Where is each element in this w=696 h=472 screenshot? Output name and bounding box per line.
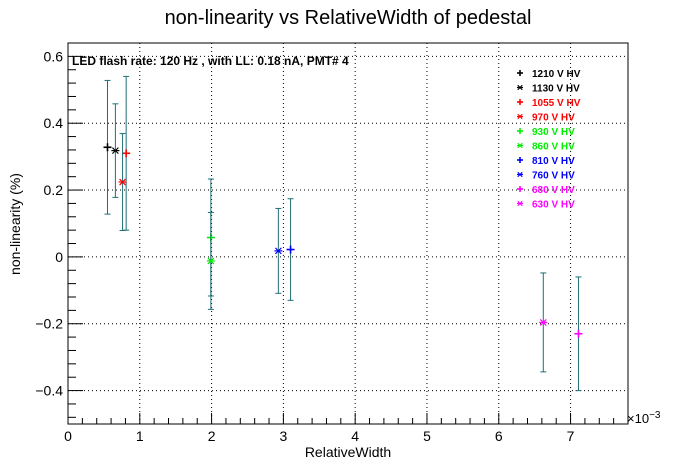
chart-annotation: LED flash rate: 120 Hz , with LL: 0.18 n…: [72, 54, 349, 68]
star-marker-d2: [517, 200, 523, 207]
star-marker-d2: [207, 257, 215, 265]
star-marker-d2: [517, 84, 523, 91]
y-axis-label: non-linearity (%): [7, 173, 23, 275]
data-point: [118, 133, 127, 231]
legend: 1210 V HV 1130 V HV 1055 V HV 970 V HV 930 V…: [517, 69, 581, 211]
star-marker-d2: [539, 318, 547, 326]
legend-label: 1130 V HV: [532, 84, 580, 95]
legend-label: 930 V HV: [532, 127, 575, 138]
x-tick-label: 7: [567, 428, 575, 444]
data-point: [103, 79, 112, 215]
x-tick-label: 1: [136, 428, 144, 444]
x-tick-label: 3: [279, 428, 287, 444]
data-point: [122, 75, 131, 231]
legend-entry: 930 V HV: [517, 127, 575, 138]
legend-label: 810 V HV: [532, 156, 575, 167]
legend-entry: 630 V HV: [517, 200, 575, 211]
y-tick-label: 0: [55, 249, 63, 265]
legend-label: 860 V HV: [532, 142, 575, 153]
star-marker-d2: [274, 247, 282, 255]
legend-label: 1055 V HV: [532, 98, 581, 109]
chart-title: non-linearity vs RelativeWidth of pedest…: [165, 7, 532, 29]
legend-entry: 760 V HV: [517, 171, 575, 182]
y-tick-label: 0.4: [44, 115, 64, 131]
legend-entry: 810 V HV: [517, 156, 575, 167]
x-tick-label: 5: [423, 428, 431, 444]
x-tick-label: 0: [64, 428, 72, 444]
legend-label: 760 V HV: [532, 171, 575, 182]
x-exponent-label: ×10−3: [627, 410, 661, 426]
x-tick-label: 4: [351, 428, 359, 444]
data-point: [286, 198, 295, 301]
data-point: [206, 211, 215, 310]
legend-label: 630 V HV: [532, 200, 575, 211]
x-tick-label: 2: [208, 428, 216, 444]
x-axis-label: RelativeWidth: [305, 444, 391, 460]
legend-entry: 680 V HV: [517, 185, 575, 196]
star-marker-d2: [517, 113, 523, 120]
grid: [68, 43, 628, 424]
data-point: [574, 276, 583, 392]
data-points: [103, 75, 583, 392]
y-tick-label: −0.2: [35, 316, 63, 332]
legend-label: 680 V HV: [532, 185, 575, 196]
legend-entry: 1130 V HV: [517, 84, 580, 95]
x-exponent-base: ×10: [627, 411, 649, 426]
y-tick-label: 0.2: [44, 182, 64, 198]
star-marker-d2: [517, 171, 523, 178]
legend-entry: 970 V HV: [517, 113, 575, 124]
star-marker-d2: [119, 178, 126, 186]
legend-entry: 1210 V HV: [517, 69, 581, 80]
star-marker-d2: [111, 147, 119, 155]
y-tick-label: −0.4: [35, 383, 63, 399]
data-point: [539, 272, 548, 373]
data-point: [111, 103, 120, 198]
x-tick-label: 6: [495, 428, 503, 444]
x-exponent-power: −3: [649, 410, 661, 421]
y-tick-label: 0.6: [44, 48, 64, 64]
axes: 0 1 2 3 4 5 6 7 −0.4 −0.2 0 0.2 0.4 0.6: [35, 42, 629, 444]
data-point: [274, 207, 283, 294]
legend-entry: 1055 V HV: [517, 98, 581, 109]
legend-entry: 860 V HV: [517, 142, 575, 153]
plot-frame: [67, 42, 629, 425]
legend-label: 1210 V HV: [532, 69, 581, 80]
star-marker-d2: [517, 142, 523, 149]
legend-label: 970 V HV: [532, 113, 575, 124]
